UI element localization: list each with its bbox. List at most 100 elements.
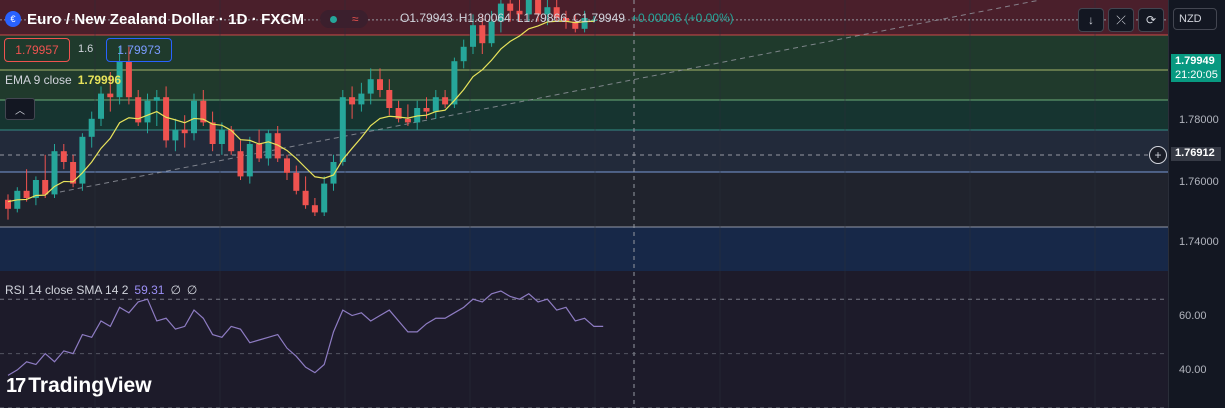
candle-body xyxy=(563,18,569,22)
chart-area[interactable]: € Euro / New Zealand Dollar · 1D · FXCM … xyxy=(0,0,1168,408)
candle-body xyxy=(153,97,160,101)
tradingview-logo-icon: 17 xyxy=(6,374,26,397)
candle-body xyxy=(163,97,170,141)
ema-value: 1.79996 xyxy=(77,73,122,87)
low-label: L xyxy=(516,11,524,25)
market-open-dot-icon xyxy=(329,15,337,23)
buy-button[interactable]: 1.79973 xyxy=(106,38,172,62)
high-value: 1.80064 xyxy=(467,11,511,25)
candle-body xyxy=(442,97,449,105)
candle-body xyxy=(172,129,179,141)
fullscreen-icon: ⤫ xyxy=(1116,12,1126,27)
candle-body xyxy=(581,18,588,29)
candle-body xyxy=(265,133,272,159)
candle-body xyxy=(181,129,188,134)
rsi-legend[interactable]: RSI 14 close SMA 14 2 59.31 ∅ ∅ xyxy=(5,283,197,297)
zone-green xyxy=(0,70,1168,100)
rsi-axis-label-2: 40.00 xyxy=(1179,364,1207,376)
tradingview-logo[interactable]: 17 TradingView xyxy=(6,374,152,398)
rsi-line xyxy=(7,290,604,376)
candle-body xyxy=(590,19,597,21)
candle-body xyxy=(200,100,207,123)
fullscreen-button[interactable]: ⤫ xyxy=(1108,8,1134,32)
candle-body xyxy=(284,158,290,173)
tradingview-brand-name: TradingView xyxy=(28,374,152,397)
axis-label-3: 1.74000 xyxy=(1179,236,1219,248)
candle-body xyxy=(98,93,104,119)
candle-body xyxy=(497,3,504,22)
candle-body xyxy=(70,162,77,184)
close-label: C xyxy=(572,11,582,25)
market-status-badge[interactable]: ≈ xyxy=(320,10,369,28)
open-value: 1.79943 xyxy=(409,11,453,25)
candle-body xyxy=(488,21,495,44)
axis-label-1: 1.78000 xyxy=(1179,114,1219,126)
currency-selector[interactable]: NZD xyxy=(1173,8,1217,30)
candle-body xyxy=(32,180,39,198)
candle-body xyxy=(209,122,216,144)
change-value: +0.00006 (+0.00%) xyxy=(630,11,734,25)
rsi-label: RSI 14 close SMA 14 2 xyxy=(5,283,129,297)
candle-body xyxy=(23,190,30,198)
candle-body xyxy=(386,90,393,108)
candle-body xyxy=(572,21,579,29)
candle-body xyxy=(5,199,11,209)
candle-body xyxy=(218,129,225,144)
symbol-flag-icon: € xyxy=(5,11,21,27)
trend-line xyxy=(59,0,1041,193)
symbol-title[interactable]: Euro / New Zealand Dollar · 1D · FXCM xyxy=(27,10,305,28)
ohlc-values: O1.79943 H1.80064 L1.79866 C1.79949 +0.0… xyxy=(400,11,734,25)
candle-body xyxy=(88,118,95,137)
zone-blue xyxy=(0,227,1168,271)
axis-label-2: 1.76000 xyxy=(1179,176,1219,188)
candle-body xyxy=(228,129,235,152)
candle-body xyxy=(423,108,430,112)
price-chart[interactable] xyxy=(0,0,1168,408)
candle-body xyxy=(330,162,337,184)
crosshair-price-tag: 1.76912 xyxy=(1171,147,1221,161)
rsi-value: 59.31 xyxy=(134,283,165,297)
price-axis[interactable]: NZD 1.79949 21:20:05 1.78000 1.76912 1.7… xyxy=(1168,0,1225,408)
open-label: O xyxy=(400,11,410,25)
zone-green-light xyxy=(0,35,1168,70)
candle-body xyxy=(525,0,532,15)
candle-body xyxy=(246,144,253,177)
zone-slate xyxy=(0,130,1168,172)
ema-line xyxy=(7,20,594,203)
candle-body xyxy=(507,3,514,11)
close-value: 1.79949 xyxy=(581,11,625,25)
zone-dark xyxy=(0,172,1168,227)
screenshot-button[interactable]: ⟳ xyxy=(1138,8,1164,32)
candle-body xyxy=(321,183,328,213)
candle-body xyxy=(535,0,542,15)
download-button[interactable]: ↓ xyxy=(1078,8,1104,32)
candle-body xyxy=(60,151,67,162)
plus-icon[interactable]: + xyxy=(1149,146,1167,164)
candle-body xyxy=(470,25,476,47)
rsi-na-1: ∅ xyxy=(170,283,181,297)
candle-body xyxy=(349,97,356,105)
rsi-axis-label-1: 60.00 xyxy=(1179,310,1207,322)
candle-body xyxy=(377,79,383,90)
candle-body xyxy=(293,172,300,191)
candle-body xyxy=(237,151,244,177)
candle-body xyxy=(311,205,318,213)
candle-body xyxy=(135,97,142,123)
candle-body xyxy=(553,7,560,18)
zone-red xyxy=(0,0,1168,35)
candle-body xyxy=(479,25,486,44)
collapse-indicators-button[interactable]: ︿ xyxy=(5,98,35,120)
chevron-up-icon: ︿ xyxy=(15,105,25,117)
candle-body xyxy=(395,108,402,119)
current-price-tag: 1.79949 21:20:05 xyxy=(1171,54,1221,82)
candle-body xyxy=(116,61,123,98)
sell-button[interactable]: 1.79957 xyxy=(4,38,70,62)
candle-body xyxy=(358,93,365,105)
candle-body xyxy=(256,144,263,159)
current-price: 1.79949 xyxy=(1175,55,1215,67)
ema-legend[interactable]: EMA 9 close 1.79996 xyxy=(5,73,121,87)
rsi-na-2: ∅ xyxy=(186,283,198,297)
candle-body xyxy=(274,133,281,159)
high-label: H xyxy=(458,11,468,25)
chart-header: € Euro / New Zealand Dollar · 1D · FXCM … xyxy=(0,8,369,30)
